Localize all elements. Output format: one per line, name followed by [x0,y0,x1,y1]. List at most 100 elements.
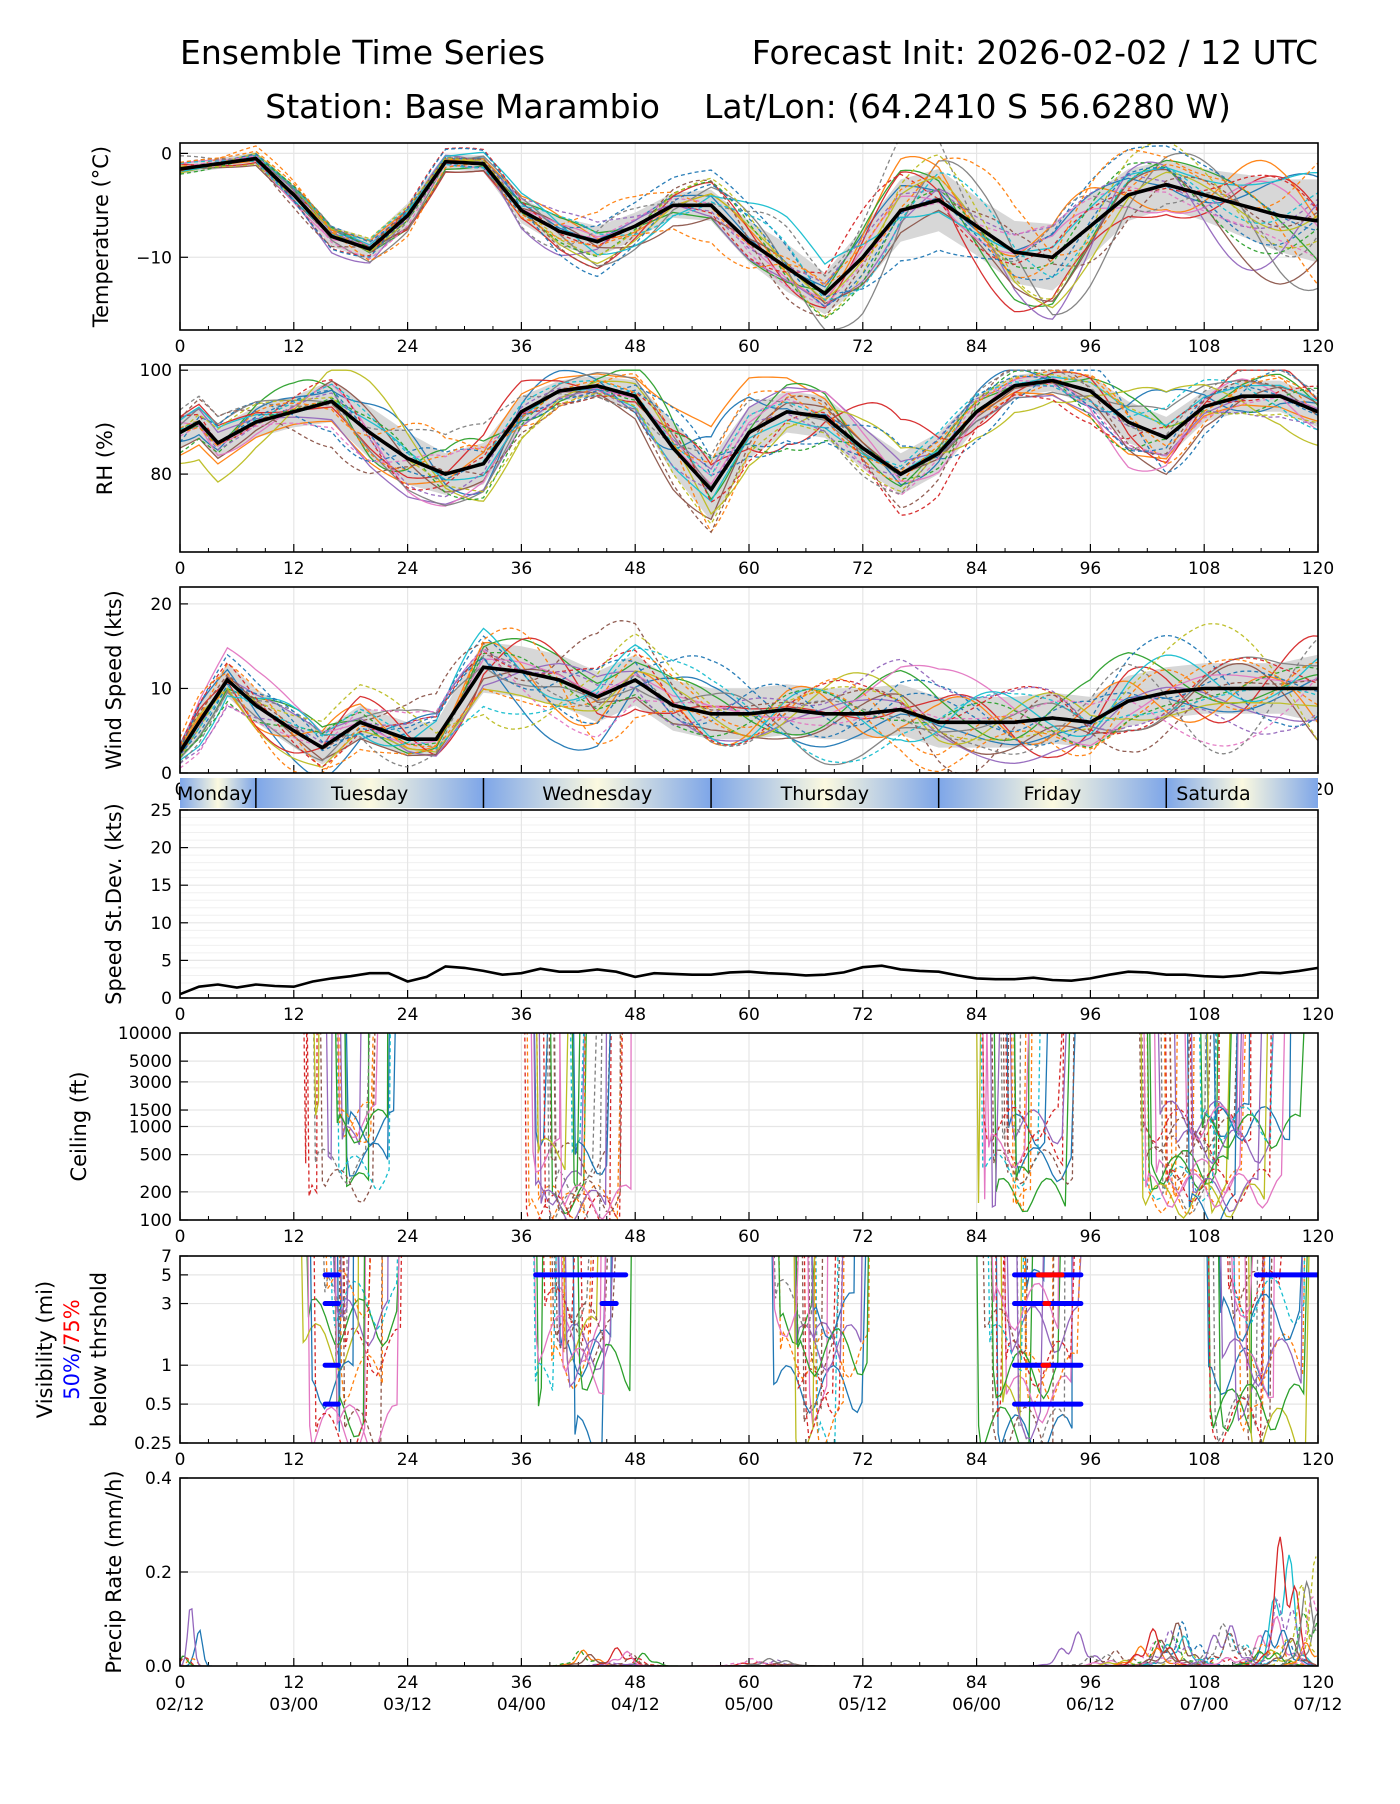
temperature-xtick-label: 36 [511,337,533,357]
speed_stdev-ytick-label: 0 [161,989,172,1009]
rh-xtick-label: 36 [511,559,533,579]
precip-member-line [1018,1630,1133,1666]
visibility-member-line [551,1256,609,1350]
precip-panel: 0.0 0.2 0.4 0 12 24 36 48 60 72 84 96 108 120 02/12 03/… [102,1469,1343,1715]
precip-xtick-label: 120 [1302,1673,1334,1693]
visibility-member-line [342,1256,383,1443]
ceiling-ytick-label: 100 [140,1211,172,1231]
visibility-member-line [343,1256,403,1377]
visibility-member-line [801,1256,824,1423]
temperature-ytick-label: −10 [136,248,172,268]
temperature-xtick-label: 48 [624,337,646,357]
precip-ytick-label: 0.4 [145,1469,172,1489]
day-cell [938,778,1167,808]
rh-member-line [180,379,1318,477]
ceiling-member-line [1143,1033,1286,1209]
ceiling-member-line [1013,1033,1076,1183]
day-cell [1166,778,1318,808]
day-label: Tuesday [330,783,408,805]
ceiling-member-line [553,1033,597,1199]
ceiling-member-line [1213,1033,1292,1142]
precip-member-line [715,1659,830,1666]
visibility-ytick-label: 1 [161,1356,172,1376]
ceiling-member-line [1013,1033,1027,1212]
visibility-member-line [332,1256,350,1318]
visibility-ytick-label: 7 [161,1247,172,1267]
visibility-member-line [808,1256,841,1376]
wind_speed-member-line [180,654,1318,773]
rh-member-line [180,373,1318,485]
speed_stdev-xtick-label: 96 [1080,1005,1102,1025]
visibility-member-line [991,1256,1061,1400]
rh-member-line [180,369,1318,472]
visibility-member-line [815,1256,839,1443]
precip-valid-time-label: 07/12 [1294,1695,1343,1715]
ceiling-member-line [313,1033,320,1116]
wind_speed-panel: 0102001224364860728496108120Wind Speed (… [102,586,1334,800]
visibility-member-line [1245,1256,1273,1443]
ceiling-xtick-label: 72 [852,1227,874,1247]
visibility-xtick-label: 96 [1080,1450,1102,1470]
ceiling-member-line [337,1033,379,1139]
speed_stdev-ytick-label: 15 [150,876,172,896]
ceiling-member-line [1005,1033,1065,1167]
speed_stdev-xtick-label: 0 [175,1005,186,1025]
temperature-xtick-label: 120 [1302,337,1334,357]
ceiling-ytick-label: 5000 [129,1052,172,1072]
precip-ylabel: Precip Rate (mm/h) [102,1470,126,1673]
precip-xtick-label: 108 [1188,1673,1220,1693]
precip-member-line [1246,1639,1318,1666]
rh-member-line [180,369,1318,477]
temperature-ytick-label: 0 [161,144,172,164]
speed_stdev-xtick-label: 72 [852,1005,874,1025]
figure-title: Ensemble Time Series [180,33,545,72]
rh-member-line [180,373,1318,526]
day-cell [180,778,256,808]
ceiling-ytick-label: 500 [140,1146,172,1166]
visibility-plot-area [301,1256,1318,1443]
ceiling-member-line [313,1033,371,1185]
rh-xtick-label: 72 [852,559,874,579]
wind_speed-ytick-label: 10 [150,679,172,699]
ceiling-member-line [320,1033,376,1204]
visibility-member-line [1245,1256,1306,1382]
wind_speed-member-line [180,641,1318,751]
visibility-member-line [1016,1256,1045,1440]
ceiling-member-line [1169,1033,1247,1204]
visibility-member-line [794,1256,863,1373]
visibility-member-line [987,1256,1025,1372]
wind_speed-member-line [180,634,1318,752]
speed_stdev-ytick-label: 25 [150,801,172,821]
ceiling-member-line [335,1033,389,1144]
ceiling-ytick-label: 1000 [129,1118,172,1138]
ceiling-member-line [526,1033,586,1220]
speed_stdev-xtick-label: 120 [1302,1005,1334,1025]
visibility-panel: 75 3 1 0.5 0.250 12 24 36 48 60 72 84 96 108 120 Visibi… [33,1247,1334,1470]
visibility-member-line [1208,1256,1253,1434]
ceiling-member-line [1013,1033,1030,1181]
ceiling-member-line [572,1033,611,1176]
speed_stdev-panel: 0 5 10 15 20 25 0 12 24 36 48 60 72 84 96 108 120 Speed S… [102,801,1334,1025]
rh-member-line [180,379,1318,516]
visibility-member-line [1023,1256,1054,1406]
rh-xtick-label: 0 [175,559,186,579]
ceiling-xtick-label: 36 [511,1227,533,1247]
precip-valid-time-label: 04/12 [611,1695,660,1715]
ceiling-member-line [986,1033,1030,1169]
visibility-ytick-label: 0.25 [134,1434,172,1454]
wind_speed-mean-line [180,665,1318,753]
latlon-label: Lat/Lon: (64.2410 S 56.6280 W) [704,87,1231,126]
visibility-member-line [778,1256,870,1380]
ceiling-member-line [345,1033,396,1146]
visibility-member-line [1024,1256,1081,1400]
precip-member-line [726,1662,841,1666]
temperature-member-line [180,154,1318,320]
precip-valid-time-label: 06/12 [1066,1695,1115,1715]
visibility-member-line [536,1256,544,1407]
speed_stdev-xtick-label: 108 [1188,1005,1220,1025]
ceiling-member-line [344,1033,391,1177]
ceiling-member-line [1011,1033,1033,1204]
precip-member-line [183,1628,213,1666]
visibility-member-line [313,1256,371,1443]
